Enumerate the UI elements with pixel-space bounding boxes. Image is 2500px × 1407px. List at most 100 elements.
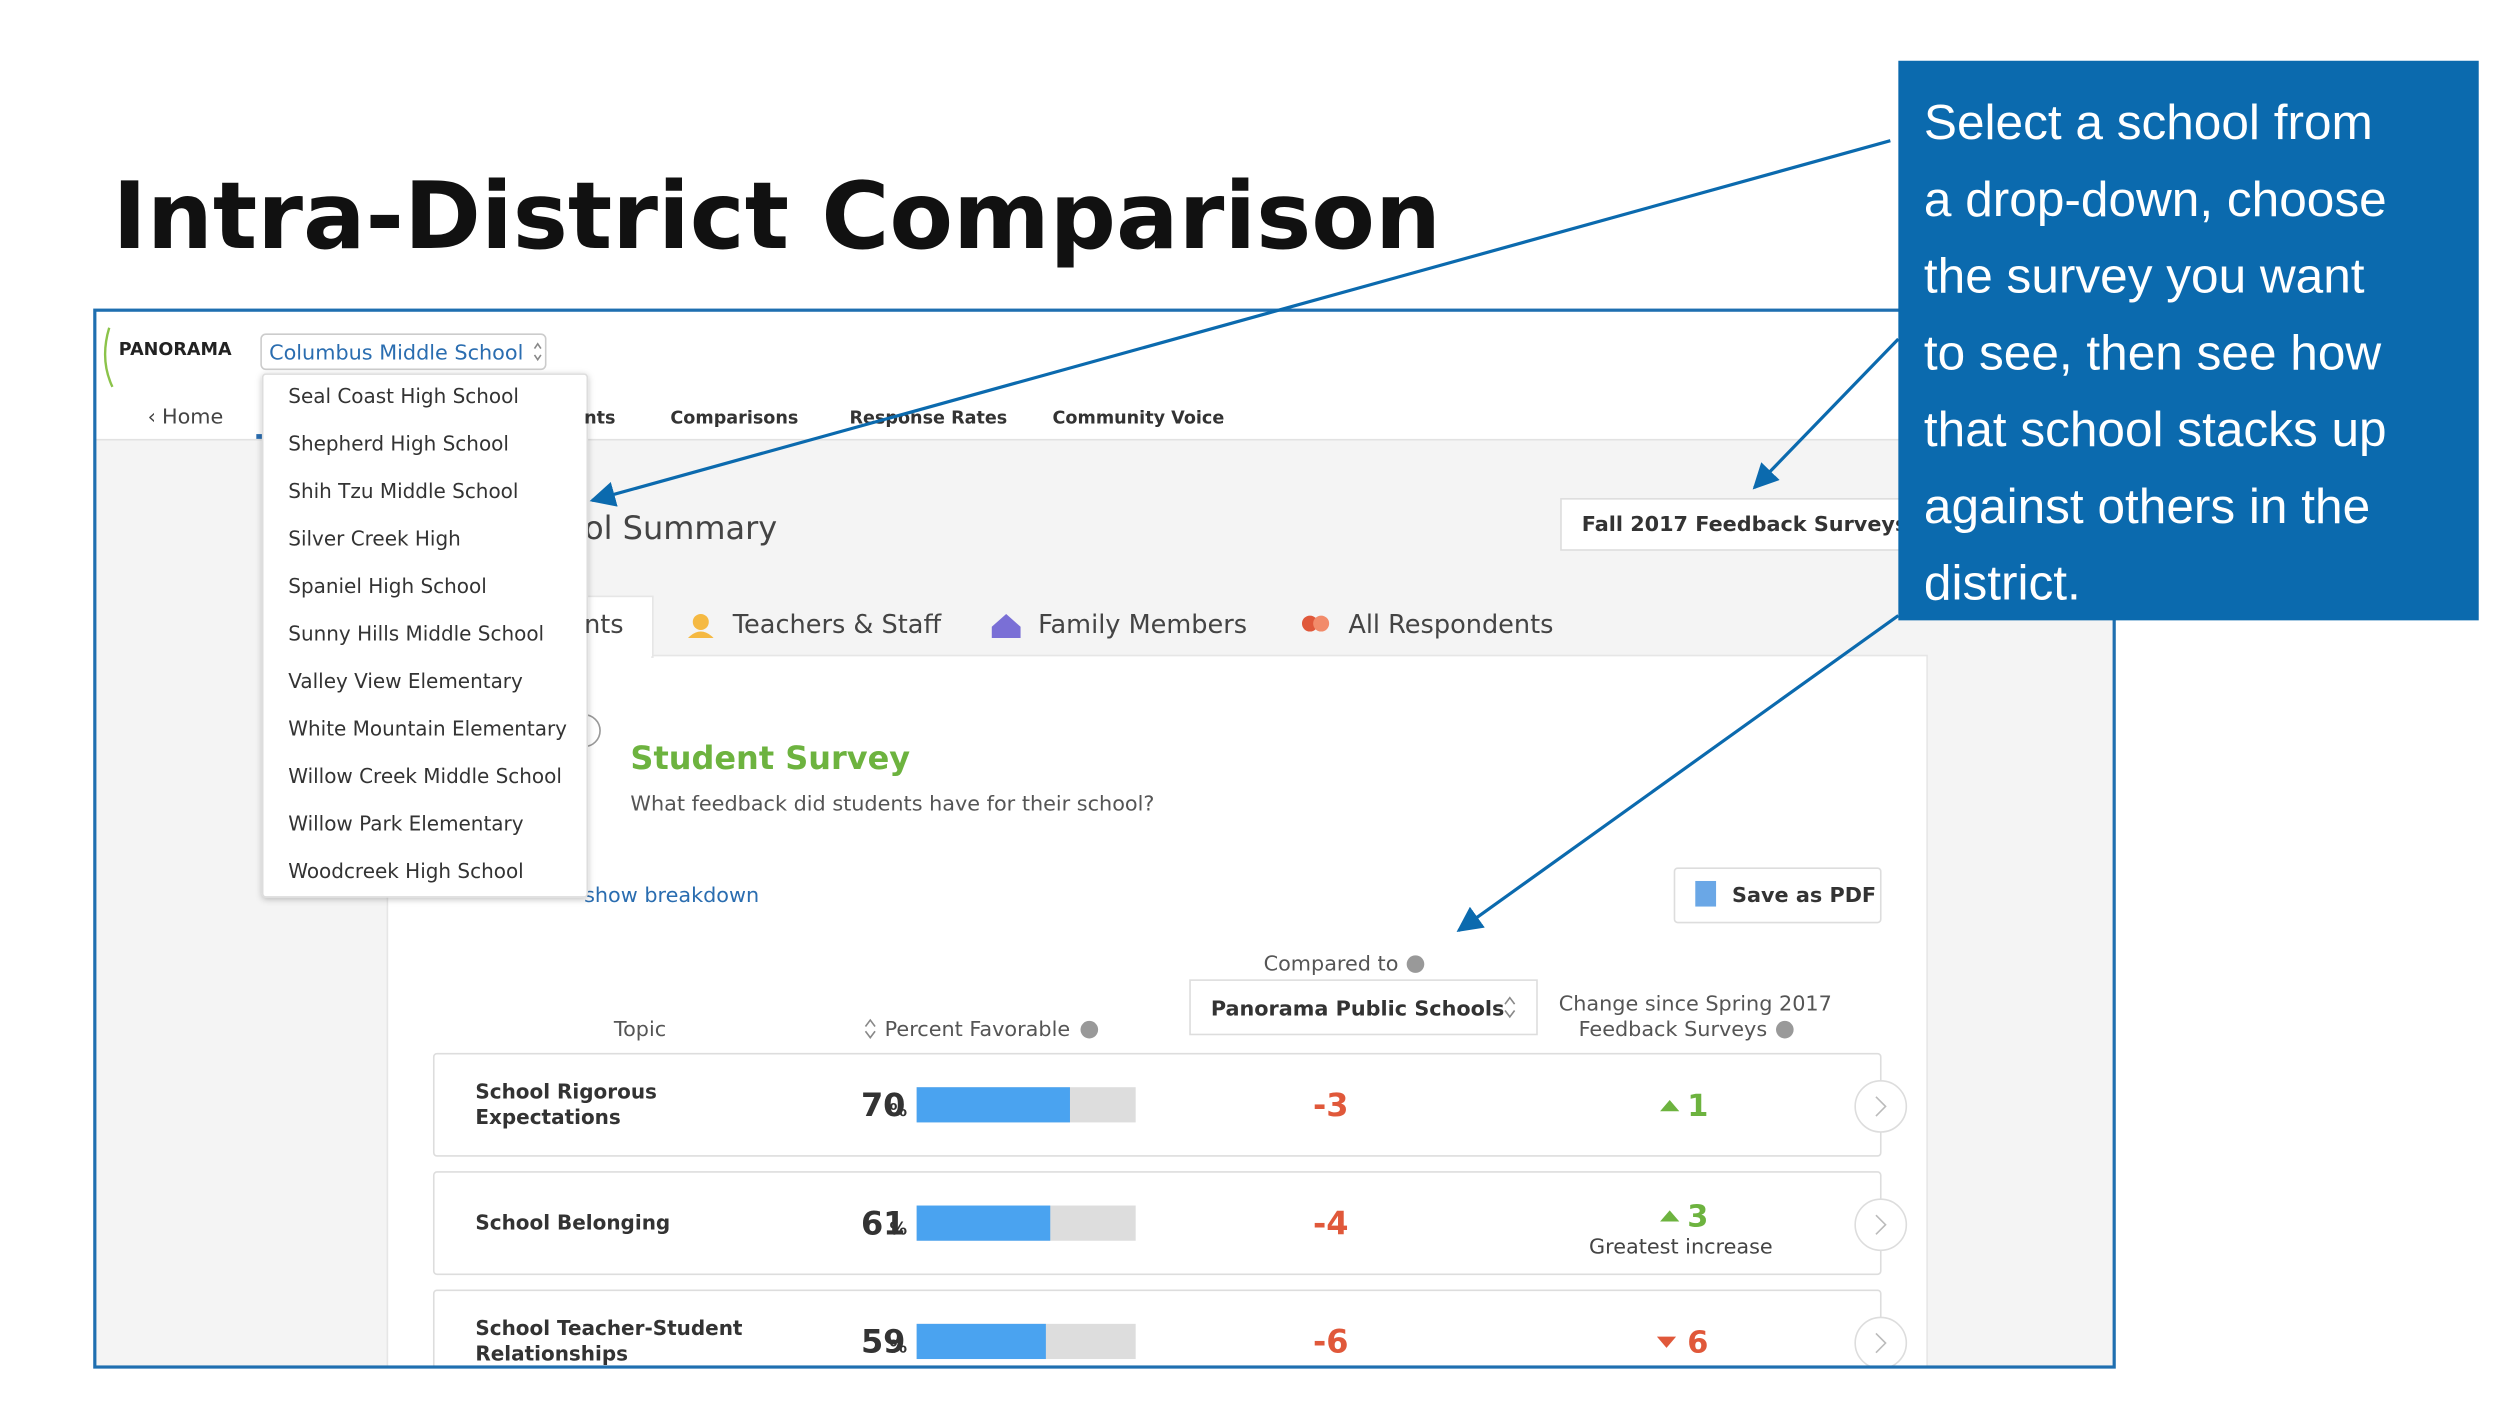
help-icon: [1080, 1020, 1099, 1039]
select-caret: [533, 342, 542, 362]
topic-name: Relationships: [475, 1342, 628, 1366]
school-select-label: Columbus Middle School: [269, 341, 523, 365]
change-value: 6: [1687, 1326, 1708, 1361]
arrow: [1752, 337, 1900, 490]
change-value: 1: [1687, 1089, 1708, 1124]
percent-unit: %: [889, 1219, 907, 1239]
dropdown-item[interactable]: White Mountain Elementary: [288, 716, 567, 740]
survey-select[interactable]: [1560, 498, 1906, 551]
save-pdf-button[interactable]: [1673, 867, 1882, 924]
all-icon: [1301, 615, 1318, 632]
nav-bar: nts Comparisons Response Rates Community Vo…: [584, 409, 1224, 429]
change-header: Feedback Surveys: [1579, 1017, 1768, 1041]
pdf-icon: [1695, 880, 1717, 907]
dropdown-item[interactable]: Woodcreek High School: [288, 859, 523, 883]
dropdown-item[interactable]: Sunny Hills Middle School: [288, 621, 544, 645]
percent-unit: %: [889, 1101, 907, 1121]
select-caret: [1504, 996, 1516, 1019]
arrow: [589, 139, 1891, 507]
chevron: [1875, 1096, 1887, 1117]
respondent-tabs: nts Teachers & Staff Family Members All Res…: [584, 610, 1553, 640]
row-chevron[interactable]: [1854, 1080, 1908, 1133]
help-icon: [1406, 955, 1425, 973]
screenshot: PANORAMA Columbus Middle School ‹ Home o…: [94, 310, 2115, 1368]
callout-line: a drop-down, choose: [1924, 171, 2387, 227]
dropdown-item[interactable]: Seal Coast High School: [288, 384, 519, 408]
callout-line: district.: [1924, 555, 2081, 611]
teacher-icon: [692, 613, 709, 630]
percent-header: Percent Favorable: [885, 1017, 1070, 1041]
callout-box: [1898, 60, 2479, 621]
chevron: [1875, 1214, 1887, 1235]
percent-bar: [916, 1323, 1046, 1360]
logo: PANORAMA: [119, 340, 232, 360]
change-arrow: [1656, 1336, 1677, 1348]
slide-title: Intra-District Comparison: [112, 162, 1441, 270]
change-arrow: [1660, 1100, 1680, 1112]
dropdown-item[interactable]: Willow Creek Middle School: [288, 764, 562, 788]
row-chevron[interactable]: [1854, 1198, 1908, 1252]
school-dropdown: Seal Coast High School Shepherd High Scho…: [261, 373, 589, 898]
arrow: [1456, 614, 1900, 933]
callout-line: Select a school from: [1924, 94, 2373, 150]
compare-value: -3: [1313, 1086, 1349, 1124]
callout-line: to see, then see how: [1924, 324, 2381, 380]
respondent-tab[interactable]: Teachers & Staff: [732, 610, 943, 640]
row-chevron[interactable]: [1854, 1316, 1908, 1368]
compared-to: Compared to: [1264, 952, 1399, 976]
nav-tab[interactable]: Community Voice: [1053, 409, 1225, 429]
topic-name: School Belonging: [475, 1211, 670, 1235]
callout-line: the survey you want: [1924, 248, 2365, 304]
percent-bar: [916, 1205, 1051, 1241]
percent-unit: %: [889, 1338, 907, 1358]
logo-mark: [103, 327, 114, 388]
school-select[interactable]: [260, 333, 547, 371]
topic-header: Topic: [613, 1017, 666, 1041]
topic-row[interactable]: [432, 1052, 1882, 1157]
callout-line: against others in the: [1924, 478, 2370, 534]
comparison-select-label: Panorama Public Schools: [1211, 996, 1505, 1020]
dropdown-item[interactable]: Willow Park Elementary: [288, 811, 523, 835]
help-icon: [1776, 1020, 1794, 1039]
breakdown-link[interactable]: show breakdown: [584, 883, 759, 907]
dropdown-item[interactable]: Spaniel High School: [288, 574, 487, 598]
percent-value: 61: [861, 1204, 906, 1242]
percent-value: 59: [861, 1323, 906, 1361]
percent-value: 70: [861, 1086, 906, 1124]
all-icon-b: [1313, 615, 1330, 632]
dropdown-item[interactable]: Silver Creek High: [288, 526, 461, 550]
family-icon: [991, 613, 1021, 638]
topic-name: School Teacher-Student: [475, 1316, 743, 1340]
survey-subtitle: What feedback did students have for thei…: [630, 792, 1154, 816]
survey-select-label: Fall 2017 Feedback Surveys: [1582, 512, 1908, 536]
nav-tab[interactable]: Comparisons: [670, 409, 798, 429]
compare-value: -6: [1313, 1323, 1349, 1361]
topic-name: School Rigorous: [475, 1079, 657, 1103]
respondent-tab[interactable]: nts: [584, 610, 624, 640]
comparison-select[interactable]: [1189, 979, 1538, 1036]
change-value: 3: [1687, 1199, 1708, 1234]
dropdown-item[interactable]: Shih Tzu Middle School: [288, 479, 518, 503]
change-header: Change since Spring 2017: [1559, 991, 1832, 1015]
dropdown-item[interactable]: Shepherd High School: [288, 431, 509, 455]
respondent-tab[interactable]: All Respondents: [1348, 610, 1553, 640]
topic-name: Expectations: [475, 1105, 620, 1129]
chevron: [1875, 1332, 1887, 1354]
survey-title: Student Survey: [630, 739, 910, 777]
percent-bar: [916, 1087, 1070, 1123]
nav-tab[interactable]: Response Rates: [849, 409, 1007, 429]
teacher-icon-body: [687, 631, 714, 638]
respondent-tab[interactable]: Family Members: [1038, 610, 1247, 640]
save-pdf-label: Save as PDF: [1732, 883, 1876, 907]
home-link[interactable]: Home: [162, 405, 223, 429]
change-arrow: [1660, 1210, 1680, 1222]
home-chevron: ‹: [148, 405, 156, 429]
sort-icon: [864, 1018, 876, 1039]
dropdown-panel: [261, 373, 589, 898]
change-note: Greatest increase: [1589, 1235, 1773, 1259]
dropdown-item[interactable]: Valley View Elementary: [288, 669, 523, 693]
nav-tab[interactable]: nts: [584, 409, 615, 429]
page-heading: ol Summary: [584, 509, 777, 547]
